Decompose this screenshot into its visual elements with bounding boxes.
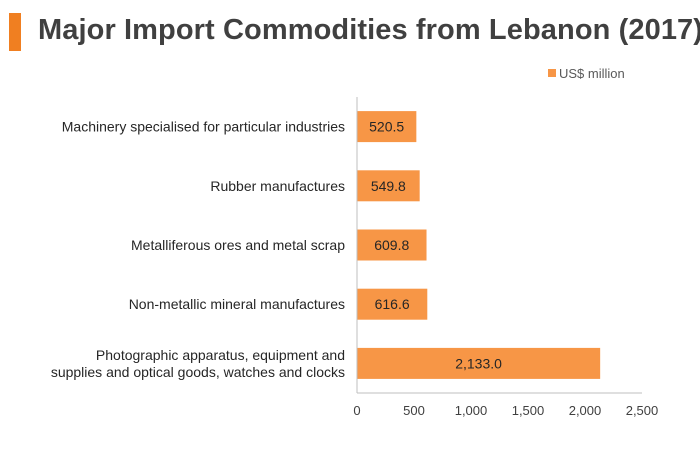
category-label-1: Rubber manufactures	[210, 178, 345, 194]
category-label-3: Non-metallic mineral manufactures	[129, 296, 345, 312]
data-label-2: 609.8	[374, 237, 409, 253]
category-label-2: Metalliferous ores and metal scrap	[131, 237, 345, 253]
data-label-4: 2,133.0	[455, 355, 502, 371]
bar-4	[357, 347, 601, 379]
bar-3	[357, 288, 428, 320]
category-label-4-line-0: Photographic apparatus, equipment and	[96, 347, 345, 363]
x-tick-label-5: 2,500	[626, 403, 659, 418]
legend-swatch	[548, 69, 556, 77]
bar-1	[357, 170, 420, 202]
x-tick-label-2: 1,000	[455, 403, 488, 418]
page-title: Major Import Commodities from Lebanon (2…	[38, 14, 700, 46]
title-accent-bar	[9, 13, 21, 51]
data-label-3: 616.6	[375, 296, 410, 312]
x-tick-label-0: 0	[353, 403, 360, 418]
legend-label: US$ million	[559, 66, 625, 81]
x-tick-label-1: 500	[403, 403, 425, 418]
category-label-0: Machinery specialised for particular ind…	[62, 119, 345, 135]
bar-2	[357, 229, 427, 261]
category-label-4-line-1: supplies and optical goods, watches and …	[51, 364, 345, 380]
data-label-1: 549.8	[371, 178, 406, 194]
bar-0	[357, 111, 417, 143]
data-label-0: 520.5	[369, 119, 404, 135]
x-tick-label-4: 2,000	[569, 403, 602, 418]
x-tick-label-3: 1,500	[512, 403, 545, 418]
